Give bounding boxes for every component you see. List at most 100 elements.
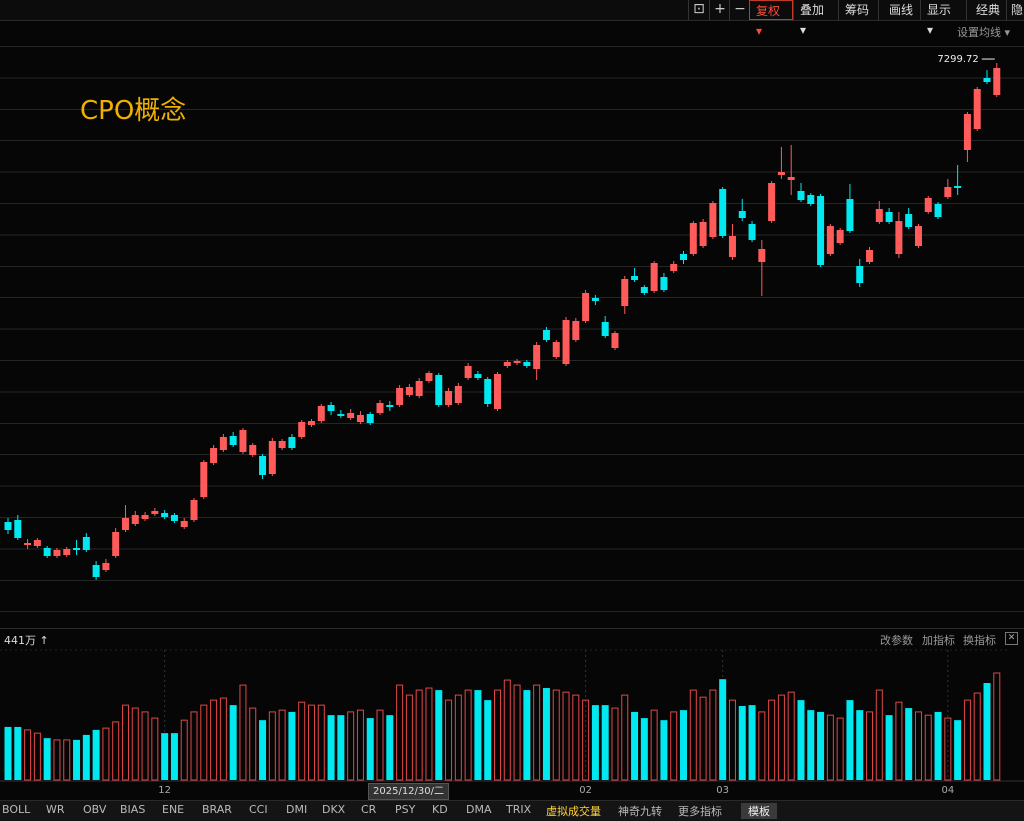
indicator-tab[interactable]: DMA (466, 803, 492, 816)
candle-body (415, 381, 423, 396)
indicator-tab[interactable]: 神奇九转 (618, 805, 662, 818)
volume-bar (719, 679, 727, 780)
indicator-tab[interactable]: 虚拟成交量 (546, 805, 601, 818)
toolbar-button[interactable]: 隐 (1006, 0, 1024, 20)
candle-body (454, 386, 462, 403)
volume-bar (758, 711, 766, 781)
candle-body (993, 68, 1001, 95)
toolbar: ⊡ + − 复权 ▾ 叠加 ▾ 筹码 画线 显示 ▾ 经典 隐 (0, 0, 1024, 38)
volume-bar (141, 711, 149, 781)
indicator-tab[interactable]: BOLL (2, 803, 31, 816)
indicator-tab[interactable]: OBV (83, 803, 107, 816)
candle-body (327, 405, 335, 411)
candle-body (190, 500, 198, 520)
candle-body (650, 263, 658, 291)
candle-body (112, 532, 120, 556)
candle-body (797, 191, 805, 200)
toolbar-button[interactable]: 显示 ▾ (920, 0, 966, 37)
volume-bar (542, 688, 550, 780)
button-label: 经典 (976, 3, 1001, 17)
candle-body (973, 89, 981, 129)
candle-body (944, 187, 952, 197)
volume-bar (347, 711, 355, 781)
volume-bar (33, 732, 41, 781)
indicator-tab[interactable]: TRIX (506, 803, 532, 816)
candle-body (533, 345, 541, 369)
candle-body (738, 211, 746, 218)
volume-bar (82, 734, 90, 780)
volume-bar (210, 699, 218, 781)
volume-action[interactable]: 换指标 (963, 634, 996, 647)
candle-body (366, 414, 374, 423)
candle-body (317, 406, 325, 421)
candle-body (817, 196, 825, 265)
candle-body (259, 456, 267, 475)
indicator-tab[interactable]: CCI (249, 803, 268, 816)
volume-bar (4, 726, 12, 780)
volume-bar (591, 705, 599, 780)
indicator-tab[interactable]: DMI (286, 803, 308, 816)
candle-body (92, 565, 100, 577)
candle-body (591, 298, 599, 301)
volume-bar (885, 715, 893, 780)
lock-icon[interactable]: ⊡ (688, 0, 709, 20)
indicator-tab[interactable]: 更多指标 (678, 805, 722, 818)
volume-bar (170, 733, 178, 780)
zoom-out[interactable]: − (729, 0, 750, 20)
indicator-tab[interactable]: BRAR (202, 803, 232, 816)
indicator-tab[interactable]: 模板 (741, 803, 777, 819)
volume-bar (709, 689, 717, 781)
volume-bar (856, 710, 864, 780)
volume-bar (963, 699, 971, 781)
candle-body (924, 198, 932, 212)
candle-body (121, 518, 129, 530)
volume-bar (513, 684, 521, 781)
candle-body (777, 172, 785, 175)
candle-body (180, 521, 188, 527)
indicator-tab[interactable]: DKX (322, 803, 346, 816)
candle-body (640, 287, 648, 293)
candle-body (846, 199, 854, 231)
indicator-tab[interactable]: CR (361, 803, 377, 816)
volume-bar (973, 692, 981, 781)
toolbar-button[interactable]: 经典 (966, 0, 1006, 20)
candle-body (131, 515, 139, 524)
volume-action[interactable]: 加指标 (922, 634, 955, 647)
candle-body (866, 250, 874, 262)
candle-body (768, 183, 776, 221)
candle-body (337, 414, 345, 416)
volume-bar (415, 689, 423, 781)
indicator-tab[interactable]: WR (46, 803, 65, 816)
volume-bar (836, 717, 844, 781)
candle-body (758, 249, 766, 262)
indicator-tab[interactable]: KD (432, 803, 448, 816)
x-tick-label: 03 (716, 785, 729, 796)
toolbar-button[interactable]: 筹码 (838, 0, 878, 20)
candle-body (748, 224, 756, 240)
close-button[interactable]: ✕ (1005, 632, 1018, 645)
volume-bar (689, 689, 697, 781)
candle-body (631, 276, 639, 280)
toolbar-button[interactable]: 叠加 ▾ (793, 0, 838, 37)
candle-body (425, 373, 433, 381)
volume-bar (660, 720, 668, 780)
volume-bar (533, 684, 541, 781)
volume-bar (601, 705, 609, 780)
zoom-in[interactable]: + (709, 0, 730, 20)
indicator-tab[interactable]: PSY (395, 803, 416, 816)
candle-body (670, 264, 678, 271)
volume-action[interactable]: 改参数 (880, 634, 913, 647)
volume-bar (53, 739, 61, 781)
candle-body (347, 413, 355, 418)
indicator-tab[interactable]: ENE (162, 803, 185, 816)
volume-bar (366, 718, 374, 780)
candle-body (905, 214, 913, 227)
volume-bar (317, 704, 325, 781)
volume-bar (307, 704, 315, 781)
volume-bar (298, 701, 306, 781)
toolbar-button[interactable]: 复权 ▾ (749, 0, 793, 38)
indicator-tab[interactable]: BIAS (120, 803, 146, 816)
volume-bar (787, 691, 795, 781)
toolbar-button[interactable]: 画线 (878, 0, 920, 20)
candle-body (170, 515, 178, 521)
